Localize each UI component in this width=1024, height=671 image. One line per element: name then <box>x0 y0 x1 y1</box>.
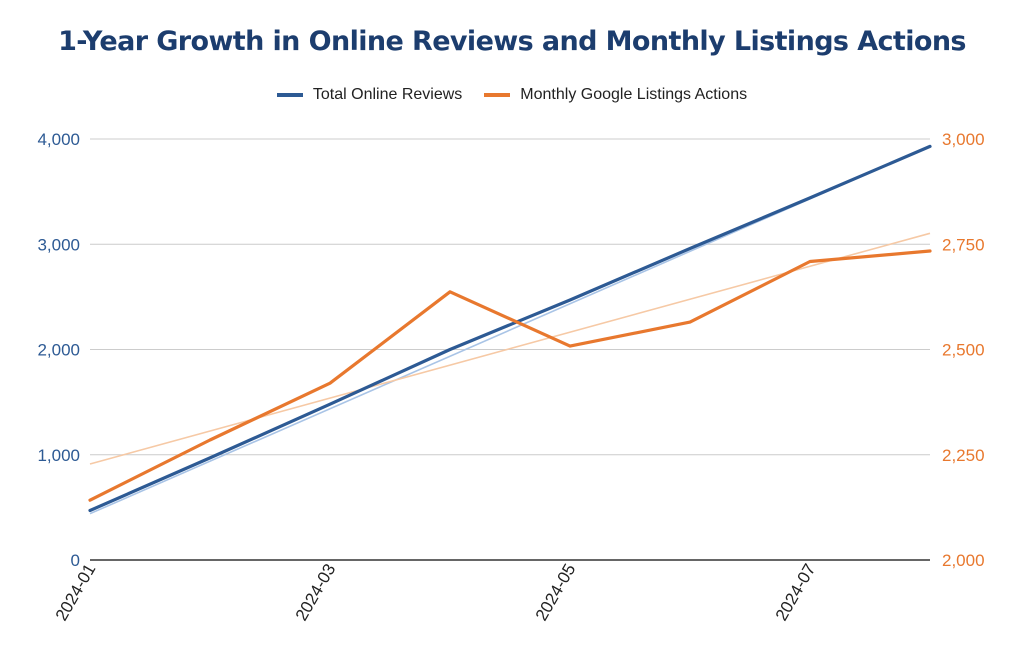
x-axis-tick-label: 2024-01 <box>52 561 100 625</box>
right-axis-tick-label: 2,750 <box>942 235 985 254</box>
series-line-reviews <box>88 144 932 513</box>
legend-label-listings: Monthly Google Listings Actions <box>520 86 748 103</box>
legend-label-reviews: Total Online Reviews <box>312 86 463 103</box>
left-axis-tick-label: 4,000 <box>37 130 80 149</box>
x-axis-tick-label: 2024-05 <box>532 561 580 625</box>
x-axis-tick-label: 2024-07 <box>772 561 820 625</box>
legend-swatch-reviews <box>276 93 303 97</box>
right-axis-tick-label: 2,500 <box>942 341 985 360</box>
left-axis-tick-label: 1,000 <box>37 446 80 465</box>
trendline <box>89 232 931 465</box>
x-axis-tick-label: 2024-03 <box>292 561 340 625</box>
chart-title: 1-Year Growth in Online Reviews and Mont… <box>58 26 966 57</box>
right-axis-tick-label: 2,000 <box>942 551 985 570</box>
series-line-listings <box>88 249 932 502</box>
right-axis-tick-label: 2,250 <box>942 446 985 465</box>
legend-swatch-listings <box>484 93 511 97</box>
legend-item-listings[interactable]: Monthly Google Listings Actions <box>484 86 747 104</box>
left-axis-tick-label: 3,000 <box>37 235 80 254</box>
right-axis-tick-label: 3,000 <box>942 130 985 149</box>
left-axis-tick-label: 2,000 <box>37 341 80 360</box>
left-axis-tick-label: 0 <box>71 551 80 570</box>
legend-item-reviews[interactable]: Total Online Reviews <box>276 86 463 104</box>
legend: Total Online Reviews Monthly Google List… <box>0 86 1024 104</box>
